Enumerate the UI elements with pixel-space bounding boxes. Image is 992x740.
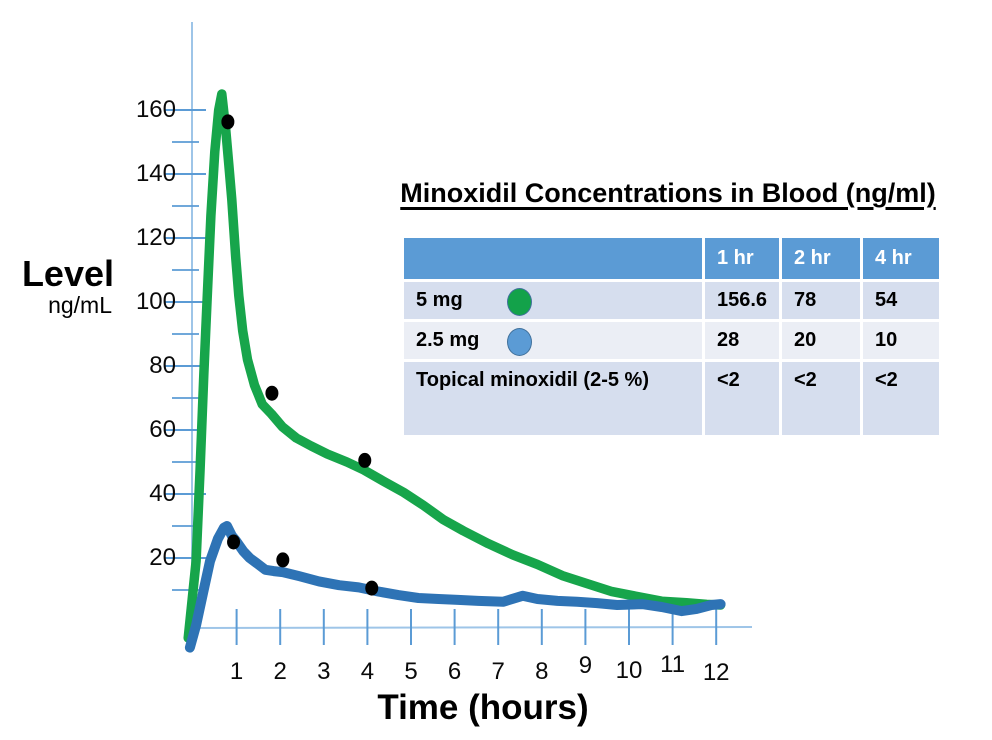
row-label-cell-5mg: 5 mg	[401, 279, 705, 322]
x-tick-label-3: 3	[317, 658, 331, 685]
y-tick-label-60: 60	[149, 416, 176, 443]
col-header-4hr: 4 hr	[860, 235, 942, 282]
y-tick-label-160: 160	[135, 96, 176, 123]
data-point-marker-5-mg	[358, 452, 372, 468]
x-axis-title: Time (hours)	[377, 688, 589, 727]
y-tick-label-100: 100	[135, 288, 176, 315]
table-header-row: 1 hr 2 hr 4 hr	[401, 235, 942, 282]
y-axis-unit-text: ng/mL	[48, 292, 112, 318]
table-title-text: Minoxidil Concentrations in Blood (ng/ml…	[400, 178, 936, 208]
row-label-cell-topical: Topical minoxidil (2-5 %)	[401, 359, 705, 438]
value-cell-2.5mg-2hr: 20	[779, 319, 863, 362]
x-tick-label-11: 11	[660, 651, 686, 678]
row-label-2.5mg: 2.5 mg	[416, 329, 480, 351]
col-header-1hr: 1 hr	[702, 235, 782, 282]
y-axis-title-text: Level	[21, 253, 114, 294]
value-cell-topical-4hr: <2	[860, 359, 942, 438]
data-point-marker-5-mg	[265, 385, 279, 401]
value-cell-5mg-2hr: 78	[779, 279, 863, 322]
legend-dot-2.5mg	[507, 327, 532, 356]
row-label-5mg: 5 mg	[416, 289, 463, 311]
value-cell-topical-2hr: <2	[779, 359, 863, 438]
y-axis-title: Level ng/mL	[8, 255, 114, 318]
x-tick-label-9: 9	[578, 652, 593, 679]
row-label-topical: Topical minoxidil (2-5 %)	[416, 369, 649, 391]
y-tick-label-140: 140	[135, 160, 176, 187]
value-cell-2.5mg-4hr: 10	[860, 319, 942, 362]
y-tick-label-80: 80	[149, 352, 176, 379]
x-tick-label-12: 12	[702, 659, 730, 686]
x-tick-label-7: 7	[491, 658, 505, 685]
value-cell-2.5mg-1hr: 28	[702, 319, 782, 362]
x-tick-label-4: 4	[360, 658, 375, 685]
col-header-2hr: 2 hr	[779, 235, 863, 282]
row-label-cell-2.5mg: 2.5 mg	[401, 319, 705, 362]
x-tick-label-2: 2	[273, 658, 287, 685]
legend-dot-5mg	[507, 287, 532, 316]
y-tick-label-20: 20	[149, 544, 176, 571]
concentration-table: 1 hr 2 hr 4 hr 5 mg 156.6 78 54 2.5 mg 28 20 10 To…	[401, 235, 942, 438]
value-cell-5mg-1hr: 156.6	[702, 279, 782, 322]
table-title: Minoxidil Concentrations in Blood (ng/ml…	[368, 178, 968, 209]
x-tick-label-1: 1	[229, 658, 244, 685]
data-point-marker-2-5-mg	[276, 552, 290, 568]
data-point-marker-2-5-mg	[365, 580, 379, 596]
x-tick-label-10: 10	[615, 657, 643, 684]
data-point-marker-2-5-mg	[227, 534, 241, 550]
table-row-topical: Topical minoxidil (2-5 %) <2 <2 <2	[401, 359, 942, 438]
table-row-2.5mg: 2.5 mg 28 20 10	[401, 319, 942, 362]
x-tick-label-6: 6	[447, 658, 462, 685]
x-tick-label-5: 5	[404, 658, 418, 685]
value-cell-5mg-4hr: 54	[860, 279, 942, 322]
data-point-marker-5-mg	[221, 114, 235, 130]
col-header-blank	[401, 235, 705, 282]
table-row-5mg: 5 mg 156.6 78 54	[401, 279, 942, 322]
y-tick-label-40: 40	[149, 480, 176, 507]
x-axis-line	[185, 626, 753, 629]
value-cell-topical-1hr: <2	[702, 359, 782, 438]
x-tick-label-8: 8	[535, 658, 549, 685]
series-line-5-mg	[183, 89, 726, 643]
y-tick-label-120: 120	[135, 224, 176, 251]
